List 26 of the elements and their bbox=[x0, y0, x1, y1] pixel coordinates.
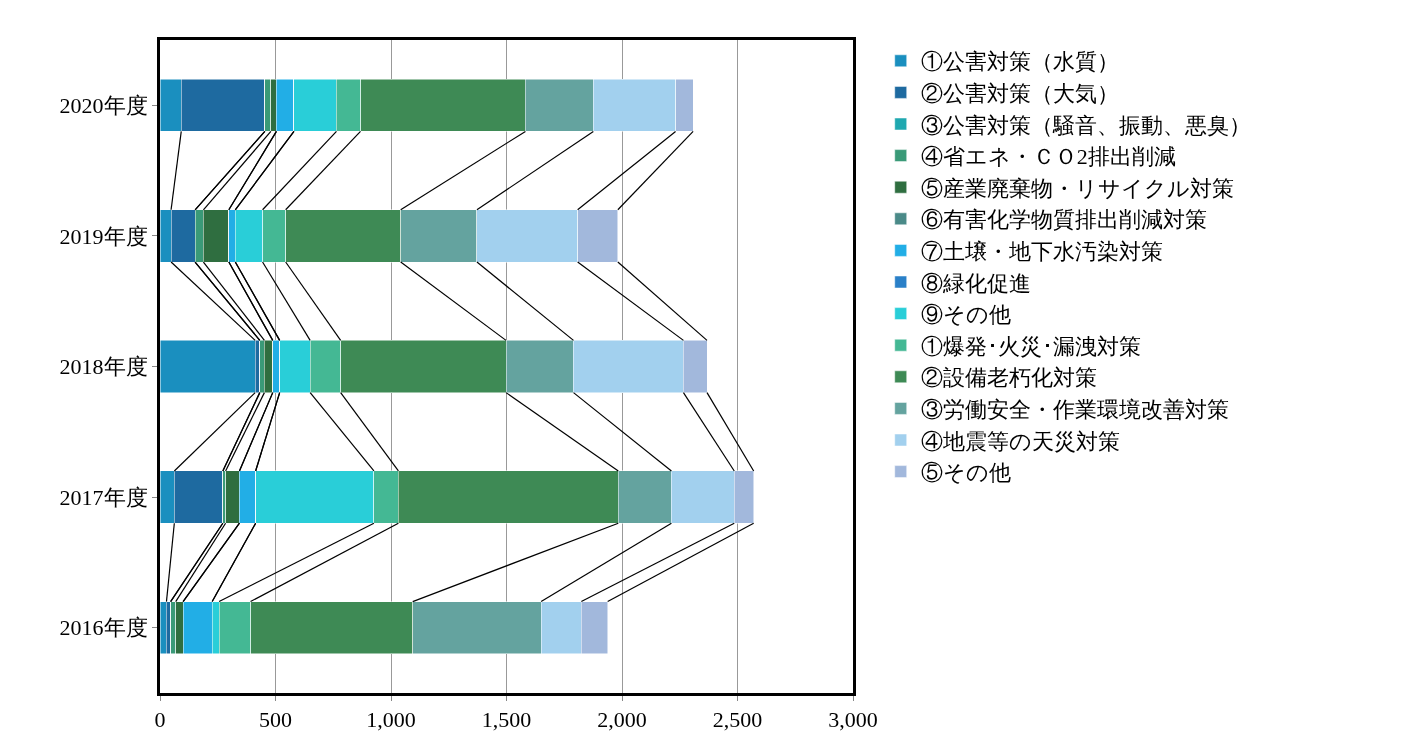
legend-label: ①爆発･火災･漏洩対策 bbox=[920, 333, 1141, 359]
legend-label: ②設備老朽化対策 bbox=[920, 365, 1097, 391]
x-tick-label: 0 bbox=[154, 707, 166, 733]
y-tick-label: 2019年度 bbox=[59, 223, 148, 249]
legend-label: ⑥有害化学物質排出削減対策 bbox=[920, 207, 1207, 233]
x-tick-label: 2,000 bbox=[597, 707, 647, 733]
x-tick-label: 1,500 bbox=[481, 707, 532, 733]
legend-label: ③労働安全・作業環境改善対策 bbox=[920, 396, 1229, 422]
legend-label: ④省エネ・ＣＯ2排出削減 bbox=[920, 144, 1176, 170]
y-tick-label: 2018年度 bbox=[59, 354, 148, 380]
legend-label: ②公害対策（大気） bbox=[920, 80, 1119, 106]
x-tick-label: 2,500 bbox=[712, 707, 763, 733]
legend-label: ⑧緑化促進 bbox=[920, 270, 1031, 296]
legend-label: ④地震等の天災対策 bbox=[920, 428, 1120, 454]
x-tick-label: 1,000 bbox=[366, 707, 416, 733]
legend-label: ⑤産業廃棄物・リサイクル対策 bbox=[920, 175, 1234, 201]
y-tick-label: 2017年度 bbox=[59, 484, 148, 510]
legend-label: ①公害対策（水質） bbox=[920, 49, 1119, 75]
y-tick-label: 2016年度 bbox=[59, 615, 148, 641]
legend-label: ③公害対策（騒音、振動、悪臭） bbox=[920, 112, 1251, 138]
legend-label: ⑤その他 bbox=[920, 460, 1011, 486]
legend-label: ⑨その他 bbox=[920, 302, 1011, 328]
x-tick-label: 500 bbox=[259, 707, 292, 733]
legend-label: ⑦土壌・地下水汚染対策 bbox=[920, 238, 1163, 264]
y-tick-label: 2020年度 bbox=[59, 93, 148, 118]
x-tick-label: 3,000 bbox=[828, 707, 878, 733]
